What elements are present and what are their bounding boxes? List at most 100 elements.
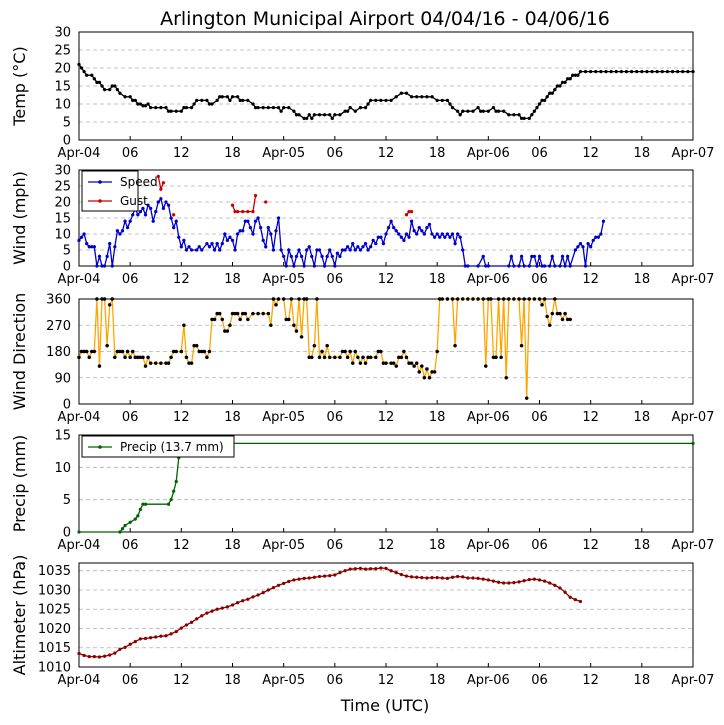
legend-box xyxy=(81,435,235,458)
y-tick-label: 0 xyxy=(63,526,71,541)
legend-marker xyxy=(98,180,102,184)
data-point xyxy=(353,349,358,354)
data-point xyxy=(220,606,224,610)
data-point xyxy=(568,77,572,81)
data-point xyxy=(522,264,526,268)
data-point xyxy=(210,102,214,106)
data-point xyxy=(312,113,317,117)
y-tick-label: 25 xyxy=(54,44,71,59)
data-point xyxy=(179,349,184,354)
data-point xyxy=(609,69,613,74)
data-point xyxy=(368,98,373,103)
x-tick-label: 06 xyxy=(327,410,344,425)
data-point xyxy=(174,219,178,223)
data-point xyxy=(522,297,526,301)
x-tick-label: Apr-07 xyxy=(672,272,715,287)
data-point xyxy=(353,248,357,252)
data-point xyxy=(287,579,291,584)
data-point xyxy=(253,219,258,223)
data-point xyxy=(328,248,332,252)
data-point xyxy=(225,329,230,333)
data-point xyxy=(266,225,271,230)
data-point xyxy=(322,355,327,360)
data-point xyxy=(404,213,409,217)
data-point xyxy=(338,570,342,575)
data-point xyxy=(629,69,634,74)
data-point xyxy=(169,109,173,113)
data-point xyxy=(532,297,537,301)
data-point xyxy=(276,105,281,110)
data-point xyxy=(179,109,184,113)
x-tick-label: 12 xyxy=(173,146,190,161)
data-point xyxy=(356,355,360,360)
y-tick-label: 10 xyxy=(54,461,71,476)
data-point xyxy=(440,98,444,103)
data-point xyxy=(205,611,209,615)
data-point xyxy=(335,251,340,255)
data-point xyxy=(304,116,309,121)
data-point xyxy=(338,355,342,360)
y-axis-label: Altimeter (hPa) xyxy=(10,555,29,676)
data-point xyxy=(120,349,125,354)
data-point xyxy=(271,297,276,301)
data-point xyxy=(169,355,173,360)
data-point xyxy=(174,109,178,113)
data-point xyxy=(568,595,572,599)
data-point xyxy=(448,102,452,106)
data-point xyxy=(496,109,501,113)
data-point xyxy=(143,213,148,217)
data-point xyxy=(279,109,283,113)
data-point xyxy=(166,502,171,506)
data-point xyxy=(532,577,537,581)
data-point xyxy=(501,109,506,113)
data-point xyxy=(269,232,273,236)
data-point xyxy=(128,355,132,360)
data-point xyxy=(274,303,278,307)
data-point xyxy=(276,583,281,588)
data-point xyxy=(95,264,99,268)
data-point xyxy=(394,95,398,99)
x-tick-label: Apr-04 xyxy=(58,272,101,287)
data-point xyxy=(177,235,181,239)
data-point xyxy=(578,69,583,74)
data-point xyxy=(384,566,388,571)
data-point xyxy=(563,80,567,85)
x-tick-label: 18 xyxy=(224,410,241,425)
data-point xyxy=(489,297,493,301)
data-point xyxy=(374,98,378,103)
data-point xyxy=(95,297,99,301)
data-point xyxy=(79,235,84,239)
data-point xyxy=(675,69,680,74)
data-point xyxy=(174,629,178,634)
data-point xyxy=(166,203,171,207)
data-point xyxy=(246,209,250,214)
data-point xyxy=(128,219,132,223)
data-point xyxy=(389,98,393,103)
data-point xyxy=(548,581,552,585)
data-point xyxy=(251,209,255,214)
data-point xyxy=(212,317,217,322)
data-point xyxy=(343,248,347,252)
chart-title: Arlington Municipal Airport 04/04/16 - 0… xyxy=(160,8,610,30)
data-point xyxy=(161,181,166,185)
data-point xyxy=(148,361,153,365)
data-point xyxy=(77,355,81,360)
data-point xyxy=(110,297,115,301)
x-tick-label: 18 xyxy=(634,673,651,688)
data-point xyxy=(522,579,526,583)
data-point xyxy=(225,238,230,243)
data-point xyxy=(276,297,281,301)
data-point xyxy=(246,597,250,601)
data-point xyxy=(466,109,470,113)
data-point xyxy=(107,241,112,246)
y-tick-label: 0 xyxy=(63,260,71,275)
x-tick-label: 12 xyxy=(582,410,599,425)
data-point xyxy=(558,586,562,590)
data-point xyxy=(476,264,480,268)
data-point xyxy=(304,297,309,301)
data-point xyxy=(146,355,150,360)
data-point xyxy=(228,235,232,239)
y-tick-label: 25 xyxy=(54,180,71,195)
data-point xyxy=(284,264,288,268)
data-point xyxy=(553,583,557,588)
